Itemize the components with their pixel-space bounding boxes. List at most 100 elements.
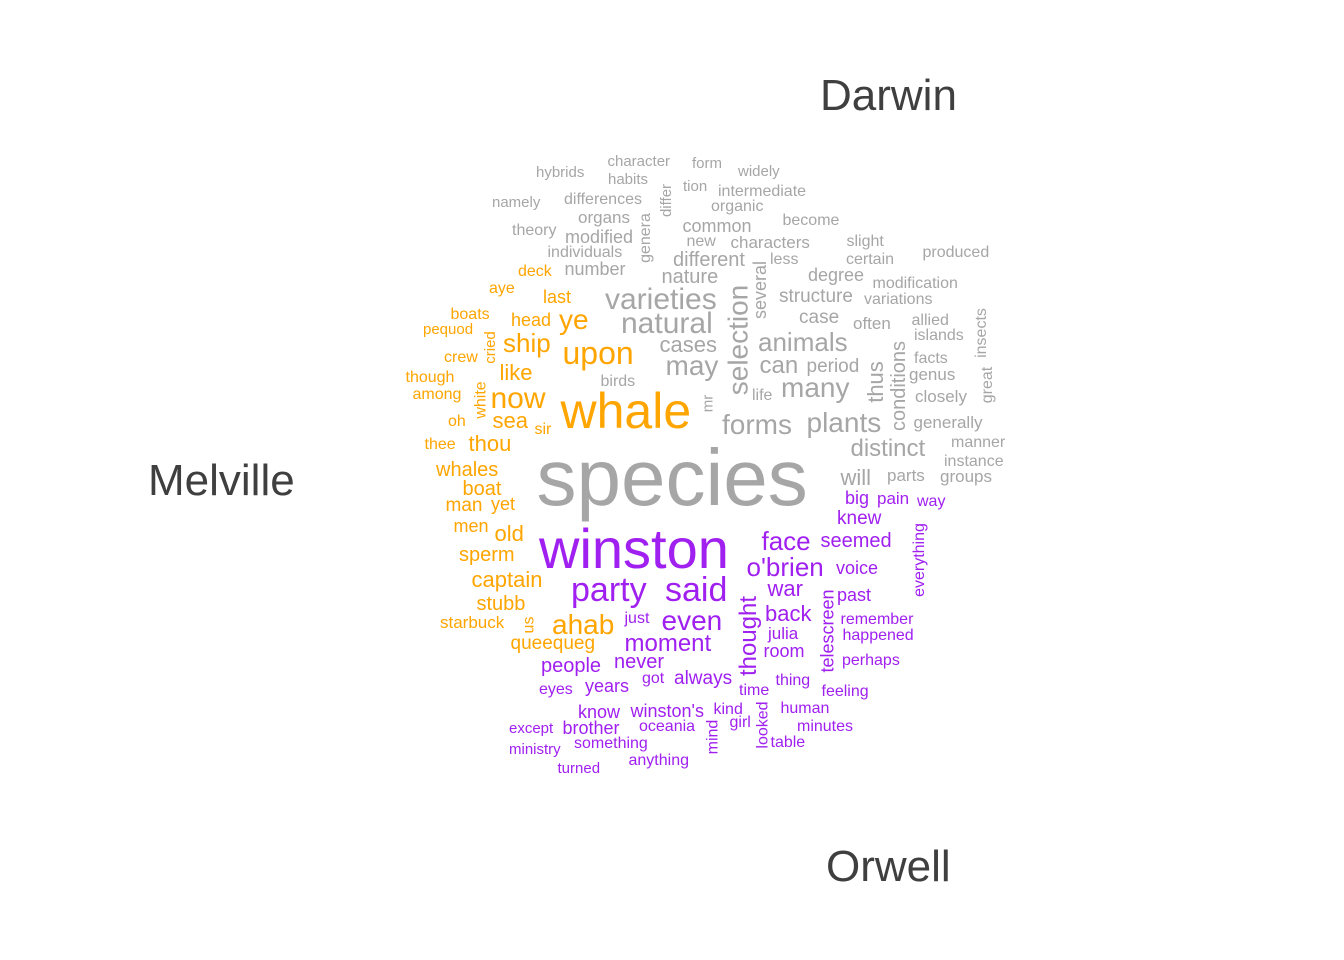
word-got: got <box>642 670 665 687</box>
word-genera: genera <box>636 213 654 263</box>
word-allied: allied <box>911 312 949 329</box>
word-instance: instance <box>944 453 1004 470</box>
word-men: men <box>453 516 489 536</box>
word-often: often <box>853 313 891 333</box>
word-modified: modified <box>565 227 634 247</box>
word-crew: crew <box>444 349 478 366</box>
word-winston-s: winston's <box>630 701 704 721</box>
word-manner: manner <box>951 434 1006 451</box>
word-different: different <box>673 249 745 271</box>
word-structure: structure <box>779 285 853 307</box>
word-eyes: eyes <box>539 681 573 698</box>
word-girl: girl <box>729 714 751 731</box>
word-ministry: ministry <box>509 740 561 758</box>
word-among: among <box>412 386 462 403</box>
word-face: face <box>761 526 811 556</box>
word-widely: widely <box>738 162 780 180</box>
word-party: party <box>571 571 647 609</box>
word-case: case <box>799 306 840 328</box>
word-organs: organs <box>578 207 630 227</box>
word-new: new <box>686 233 716 250</box>
word-like: like <box>499 360 533 385</box>
word-stubb: stubb <box>476 593 526 615</box>
word-past: past <box>837 585 872 605</box>
word-moment: moment <box>624 630 712 657</box>
word-habits: habits <box>608 170 649 188</box>
word-something: something <box>574 735 648 752</box>
group-label-darwin: Darwin <box>820 71 957 120</box>
word-hybrids: hybrids <box>536 163 585 181</box>
group-label-melville: Melville <box>148 456 295 505</box>
word-time: time <box>739 682 770 699</box>
word-variations: variations <box>864 291 933 308</box>
word-closely: closely <box>915 386 967 406</box>
word-except: except <box>509 719 554 737</box>
word-sea: sea <box>492 408 528 433</box>
word-less: less <box>770 251 799 268</box>
word-table: table <box>770 734 806 751</box>
word-o-brien: o'brien <box>746 552 824 582</box>
word-nature: nature <box>661 266 719 288</box>
word-organic: organic <box>711 198 764 215</box>
word-parts: parts <box>887 465 925 485</box>
word-period: period <box>806 355 860 377</box>
word-deck: deck <box>518 263 552 280</box>
word-mr: mr <box>699 394 717 412</box>
word-certain: certain <box>846 251 895 268</box>
group-label-orwell: Orwell <box>826 842 951 891</box>
word-never: never <box>614 651 665 673</box>
word-aye: aye <box>489 280 515 297</box>
word-last: last <box>543 287 572 307</box>
word-turned: turned <box>557 759 601 777</box>
word-produced: produced <box>922 244 990 261</box>
word-intermediate: intermediate <box>718 183 807 200</box>
word-big: big <box>845 488 870 508</box>
word-characters: characters <box>730 232 810 252</box>
word-yet: yet <box>491 494 516 514</box>
word-pain: pain <box>877 488 910 508</box>
word-become: become <box>782 212 840 229</box>
word-several: several <box>750 260 771 320</box>
word-tion: tion <box>683 177 708 195</box>
word-thought: thought <box>735 595 763 677</box>
word-degree: degree <box>808 265 865 285</box>
word-back: back <box>765 601 812 626</box>
word-whales: whales <box>436 459 499 481</box>
word-mind: mind <box>703 719 721 755</box>
word-starbuck: starbuck <box>440 612 505 632</box>
word-remember: remember <box>840 611 914 628</box>
word-just: just <box>624 610 650 627</box>
word-slight: slight <box>846 233 884 250</box>
word-can: can <box>759 352 799 379</box>
word-room: room <box>763 641 805 661</box>
word-thing: thing <box>775 672 811 689</box>
word-sir: sir <box>534 421 552 438</box>
word-julia: julia <box>768 623 799 643</box>
word-know: know <box>578 702 621 722</box>
word-whale: whale <box>560 383 692 439</box>
word-facts: facts <box>914 350 948 367</box>
word-selection: selection <box>721 284 753 396</box>
word-boat: boat <box>462 478 502 500</box>
word-old: old <box>494 521 524 546</box>
word-modification: modification <box>872 275 958 292</box>
word-ahab: ahab <box>552 609 615 640</box>
word-captain: captain <box>471 567 543 592</box>
word-sperm: sperm <box>459 544 515 566</box>
word-theory: theory <box>512 222 557 239</box>
word-queequeg: queequeg <box>510 632 596 654</box>
word-will: will <box>840 465 872 490</box>
word-seemed: seemed <box>820 530 892 552</box>
word-us: us <box>519 616 537 634</box>
word-islands: islands <box>914 327 964 344</box>
word-cases: cases <box>659 332 717 357</box>
word-ship: ship <box>503 328 551 358</box>
word-thou: thou <box>468 431 512 456</box>
word-telescreen: telescreen <box>817 589 838 673</box>
word-white: white <box>472 381 490 419</box>
word-species: species <box>536 433 808 522</box>
word-upon: upon <box>562 335 634 371</box>
word-oh: oh <box>448 413 466 430</box>
word-differences: differences <box>564 191 642 208</box>
